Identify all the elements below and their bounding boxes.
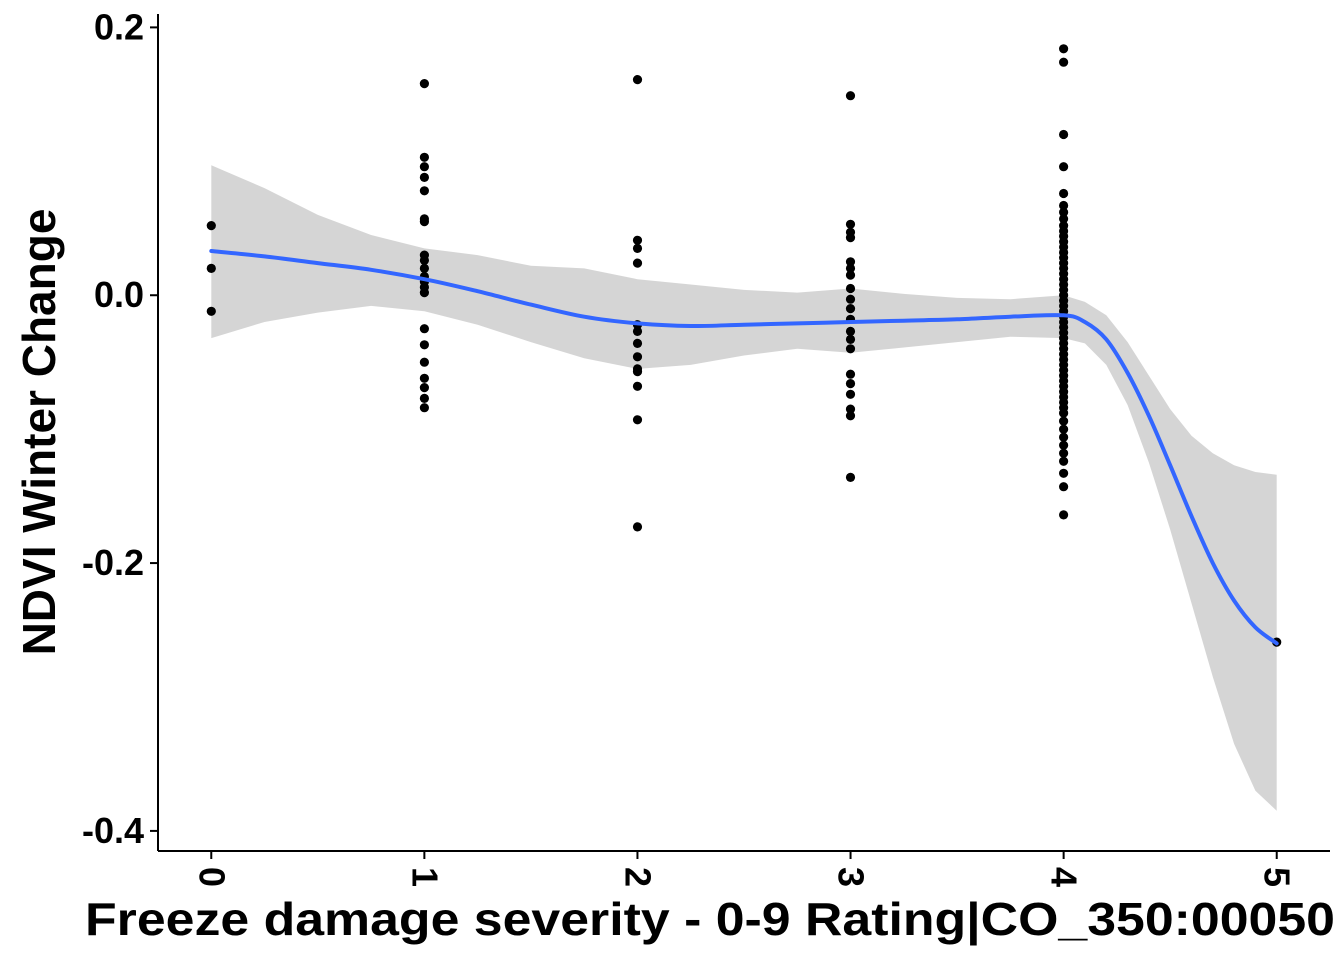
data-point: [845, 270, 856, 280]
data-point: [1059, 456, 1069, 466]
data-point: [1059, 188, 1069, 199]
smooth-line-layer: [209, 249, 1279, 646]
smooth-line: [209, 249, 1279, 646]
data-point: [419, 255, 429, 265]
data-point: [632, 522, 643, 532]
x-tick-label: 3: [831, 867, 872, 887]
data-point: [1059, 448, 1069, 458]
data-point: [419, 324, 429, 334]
data-point: [206, 221, 216, 231]
data-point: [1059, 432, 1069, 442]
data-point: [419, 172, 429, 182]
data-point: [845, 472, 856, 482]
data-point: [419, 217, 429, 227]
data-point: [845, 294, 856, 304]
data-point: [845, 91, 856, 101]
data-point: [1059, 408, 1069, 418]
y-tick-label: 0.2: [94, 6, 144, 47]
data-point: [1059, 44, 1069, 54]
data-point: [1059, 440, 1069, 450]
data-point: [419, 162, 429, 172]
data-point: [206, 306, 216, 316]
data-point: [1059, 57, 1069, 67]
data-point: [632, 243, 643, 253]
y-ticks: 0.2 0.0 -0.2 -0.4: [82, 6, 158, 851]
data-point: [1059, 416, 1069, 426]
y-tick-label: 0.0: [94, 274, 144, 315]
data-point: [845, 344, 856, 354]
y-axis-title: NDVI Winter Change: [13, 209, 65, 656]
data-point: [845, 219, 856, 229]
data-point: [419, 393, 429, 403]
data-point: [632, 415, 643, 425]
x-tick-label: 2: [618, 867, 659, 887]
x-ticks: 0 1 2 3 4 5: [191, 851, 1298, 887]
data-point: [845, 334, 856, 344]
data-point: [845, 326, 856, 336]
data-point: [845, 283, 856, 294]
data-point: [1059, 510, 1069, 520]
data-point: [419, 340, 429, 350]
data-point: [845, 411, 856, 421]
data-point: [845, 404, 856, 414]
data-point: [845, 369, 856, 379]
data-point: [632, 367, 643, 377]
data-point: [1059, 200, 1069, 211]
data-point: [845, 257, 856, 267]
data-point: [1059, 482, 1069, 492]
x-axis-title: Freeze damage severity - 0-9 Rating|CO_3…: [85, 893, 1335, 945]
data-point: [632, 381, 643, 391]
data-point: [845, 233, 856, 243]
x-tick-label: 1: [404, 867, 445, 887]
data-point: [419, 79, 429, 89]
data-point: [1059, 214, 1069, 224]
data-point: [419, 373, 429, 383]
data-point: [419, 383, 429, 393]
data-point: [419, 403, 429, 413]
data-point: [1059, 129, 1069, 140]
data-point: [1059, 468, 1069, 478]
data-point: [632, 352, 643, 362]
data-point: [845, 263, 856, 273]
data-point: [632, 338, 643, 348]
x-tick-label: 5: [1257, 867, 1298, 887]
data-point: [1059, 424, 1069, 434]
data-point: [632, 258, 643, 268]
y-tick-label: -0.4: [82, 810, 144, 851]
data-point: [419, 152, 429, 162]
data-point: [419, 357, 429, 367]
data-point: [419, 288, 429, 298]
x-tick-label: 0: [191, 867, 232, 887]
data-point: [845, 304, 856, 314]
confidence-ribbon-layer: [211, 165, 1277, 811]
x-tick-label: 4: [1044, 867, 1085, 887]
data-point: [845, 379, 856, 389]
data-point: [1059, 162, 1069, 172]
data-point: [632, 326, 643, 336]
data-point: [419, 186, 429, 196]
data-point: [845, 389, 856, 399]
data-point: [419, 263, 429, 273]
data-point: [632, 235, 643, 245]
confidence-ribbon: [211, 165, 1277, 811]
data-point: [1059, 207, 1069, 217]
data-point: [206, 263, 216, 273]
data-point: [632, 75, 643, 85]
y-tick-label: -0.2: [82, 542, 144, 583]
